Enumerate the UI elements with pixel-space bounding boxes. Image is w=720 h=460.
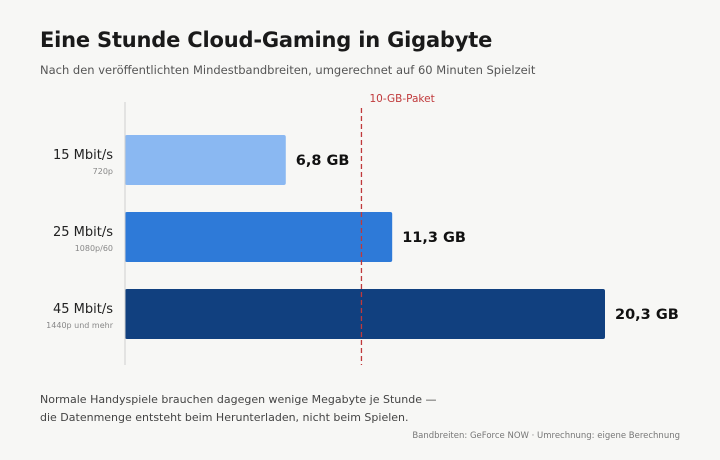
category-label: 45 Mbit/s bbox=[53, 302, 113, 317]
footnote-line-2: die Datenmenge entsteht beim Herunterlad… bbox=[40, 411, 409, 424]
chart-subtitle: Nach den veröffentlichten Mindestbandbre… bbox=[40, 63, 536, 77]
bar-value-label: 6,8 GB bbox=[296, 153, 350, 169]
category-sublabel: 720p bbox=[93, 167, 113, 176]
footnote-line-1: Normale Handyspiele brauchen dagegen wen… bbox=[40, 393, 437, 406]
category-sublabel: 1440p und mehr bbox=[46, 321, 114, 330]
reference-line-label: 10-GB-Paket bbox=[369, 93, 434, 105]
bar-value-label: 11,3 GB bbox=[402, 230, 466, 246]
source-note: Bandbreiten: GeForce NOW · Umrechnung: e… bbox=[412, 431, 680, 441]
category-label: 15 Mbit/s bbox=[53, 148, 113, 163]
bar bbox=[125, 135, 286, 185]
chart-title: Eine Stunde Cloud-Gaming in Gigabyte bbox=[40, 28, 493, 52]
footnote: Normale Handyspiele brauchen dagegen wen… bbox=[40, 391, 436, 427]
category-label: 25 Mbit/s bbox=[53, 225, 113, 240]
bar bbox=[125, 212, 393, 262]
bar bbox=[125, 289, 605, 339]
category-sublabel: 1080p/60 bbox=[75, 244, 113, 253]
bar-value-label: 20,3 GB bbox=[615, 307, 679, 323]
